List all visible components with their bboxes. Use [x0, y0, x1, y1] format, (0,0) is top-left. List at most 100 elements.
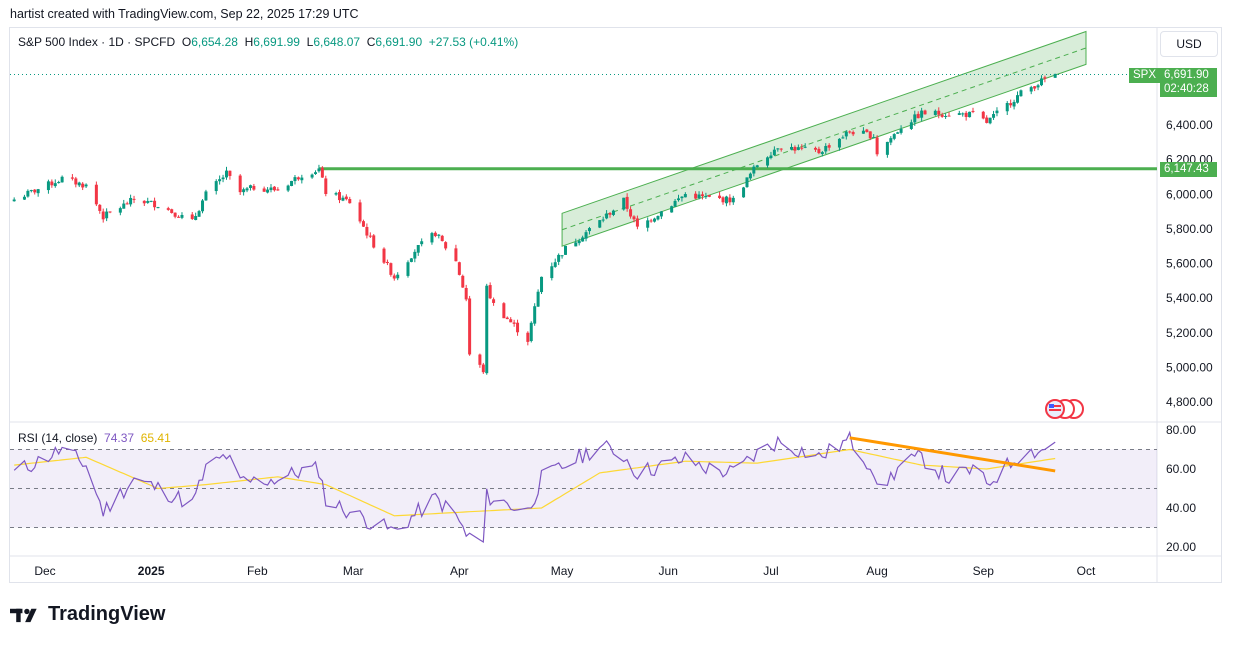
- candle-body: [153, 200, 157, 208]
- rsi-axis-tick-label: 60.00: [1166, 462, 1196, 476]
- candle-body: [707, 194, 711, 197]
- candle-body: [813, 147, 817, 150]
- candle-body: [108, 211, 112, 213]
- rsi-name[interactable]: RSI (14, close): [18, 431, 98, 445]
- candle-body: [348, 199, 352, 204]
- low-label: L: [306, 35, 314, 49]
- candle-body: [670, 206, 674, 213]
- candle-body: [913, 114, 917, 123]
- candle-body: [841, 137, 845, 139]
- candle-body: [933, 110, 937, 115]
- candle-body: [851, 131, 855, 135]
- candle-body: [197, 211, 201, 217]
- rsi-axis-tick-label: 40.00: [1166, 501, 1196, 515]
- candle-body: [776, 148, 780, 150]
- candle-body: [201, 200, 205, 212]
- candle-body: [793, 146, 797, 151]
- candle-body: [875, 137, 879, 155]
- candle-body: [337, 192, 341, 201]
- candle-body: [392, 275, 396, 279]
- candle-body: [940, 114, 944, 117]
- open-value: 6,654.28: [191, 35, 238, 49]
- high-label: H: [244, 35, 254, 49]
- candle-body: [899, 128, 903, 133]
- candle-body: [512, 322, 516, 324]
- candle-body: [238, 175, 242, 193]
- time-axis-tick-label: Dec: [34, 564, 55, 578]
- candle-body: [872, 137, 876, 139]
- candle-body: [266, 189, 270, 193]
- price-axis-tick-label: 5,800.00: [1166, 222, 1213, 236]
- candle-body: [796, 147, 800, 150]
- candle-body: [748, 173, 752, 179]
- candle-body: [536, 291, 540, 307]
- candle-body: [382, 248, 386, 263]
- candle-body: [344, 196, 348, 200]
- candle-body: [861, 130, 865, 134]
- candle-body: [221, 177, 225, 180]
- candle-body: [916, 113, 920, 119]
- candle-body: [29, 190, 33, 192]
- candle-body: [300, 177, 304, 181]
- candle-body: [214, 181, 218, 192]
- candle-body: [12, 199, 16, 202]
- candle-body: [286, 185, 290, 191]
- candle-body: [557, 254, 561, 262]
- rsi-line: [13, 430, 1056, 544]
- candle-body: [194, 215, 198, 220]
- candle-body: [540, 276, 544, 293]
- candle-body: [769, 155, 773, 159]
- candle-body: [605, 213, 609, 219]
- candle-body: [440, 235, 444, 242]
- candle-body: [629, 209, 633, 217]
- candle-body: [772, 149, 776, 156]
- candle-body: [968, 111, 972, 118]
- candle-body: [420, 241, 424, 245]
- candle-body: [180, 214, 184, 218]
- candle-body: [218, 179, 222, 182]
- candle-body: [33, 189, 37, 193]
- close-value: 6,691.90: [375, 35, 423, 49]
- candle-body: [971, 110, 975, 112]
- candle-body: [81, 183, 85, 188]
- tradingview-logo[interactable]: TradingView: [10, 603, 165, 626]
- time-axis-tick-label: Apr: [450, 564, 469, 578]
- currency-button[interactable]: USD: [1160, 31, 1218, 57]
- candle-body: [587, 228, 591, 232]
- tradingview-logo-text: TradingView: [48, 603, 166, 625]
- candle-body: [988, 117, 992, 124]
- price-axis-tick-label: 4,800.00: [1166, 395, 1213, 409]
- candle-body: [526, 332, 530, 342]
- channel-midline: [561, 47, 1087, 231]
- candle-body: [947, 115, 951, 117]
- candle-body: [728, 197, 732, 203]
- candle-body: [868, 131, 872, 139]
- candle-body: [1016, 95, 1020, 103]
- price-axis-tick-label: 6,400.00: [1166, 118, 1213, 132]
- time-axis-tick-label: Oct: [1077, 564, 1096, 578]
- economic-events-icon[interactable]: [1041, 398, 1085, 420]
- candle-body: [409, 258, 413, 262]
- candle-body: [697, 194, 701, 199]
- candle-body: [485, 285, 489, 374]
- candle-body: [516, 322, 520, 333]
- rsi-ma-line: [14, 448, 1056, 517]
- candle-body: [502, 303, 506, 319]
- candle-body: [361, 221, 365, 227]
- candle-body: [505, 317, 509, 320]
- candle-body: [625, 196, 629, 209]
- candle-body: [262, 188, 266, 192]
- candle-body: [581, 237, 585, 242]
- symbol-label[interactable]: S&P 500 Index · 1D · SPCFD: [18, 35, 176, 49]
- last-price-tag: 6,691.90: [1160, 68, 1217, 83]
- candle-body: [700, 194, 704, 196]
- candle-body: [118, 208, 122, 213]
- candle-body: [310, 174, 314, 178]
- candle-body: [731, 197, 735, 203]
- candle-body: [920, 110, 924, 118]
- candle-body: [896, 132, 900, 134]
- candle-body: [1039, 78, 1043, 86]
- candle-body: [632, 216, 636, 220]
- time-axis-tick-label: Aug: [866, 564, 887, 578]
